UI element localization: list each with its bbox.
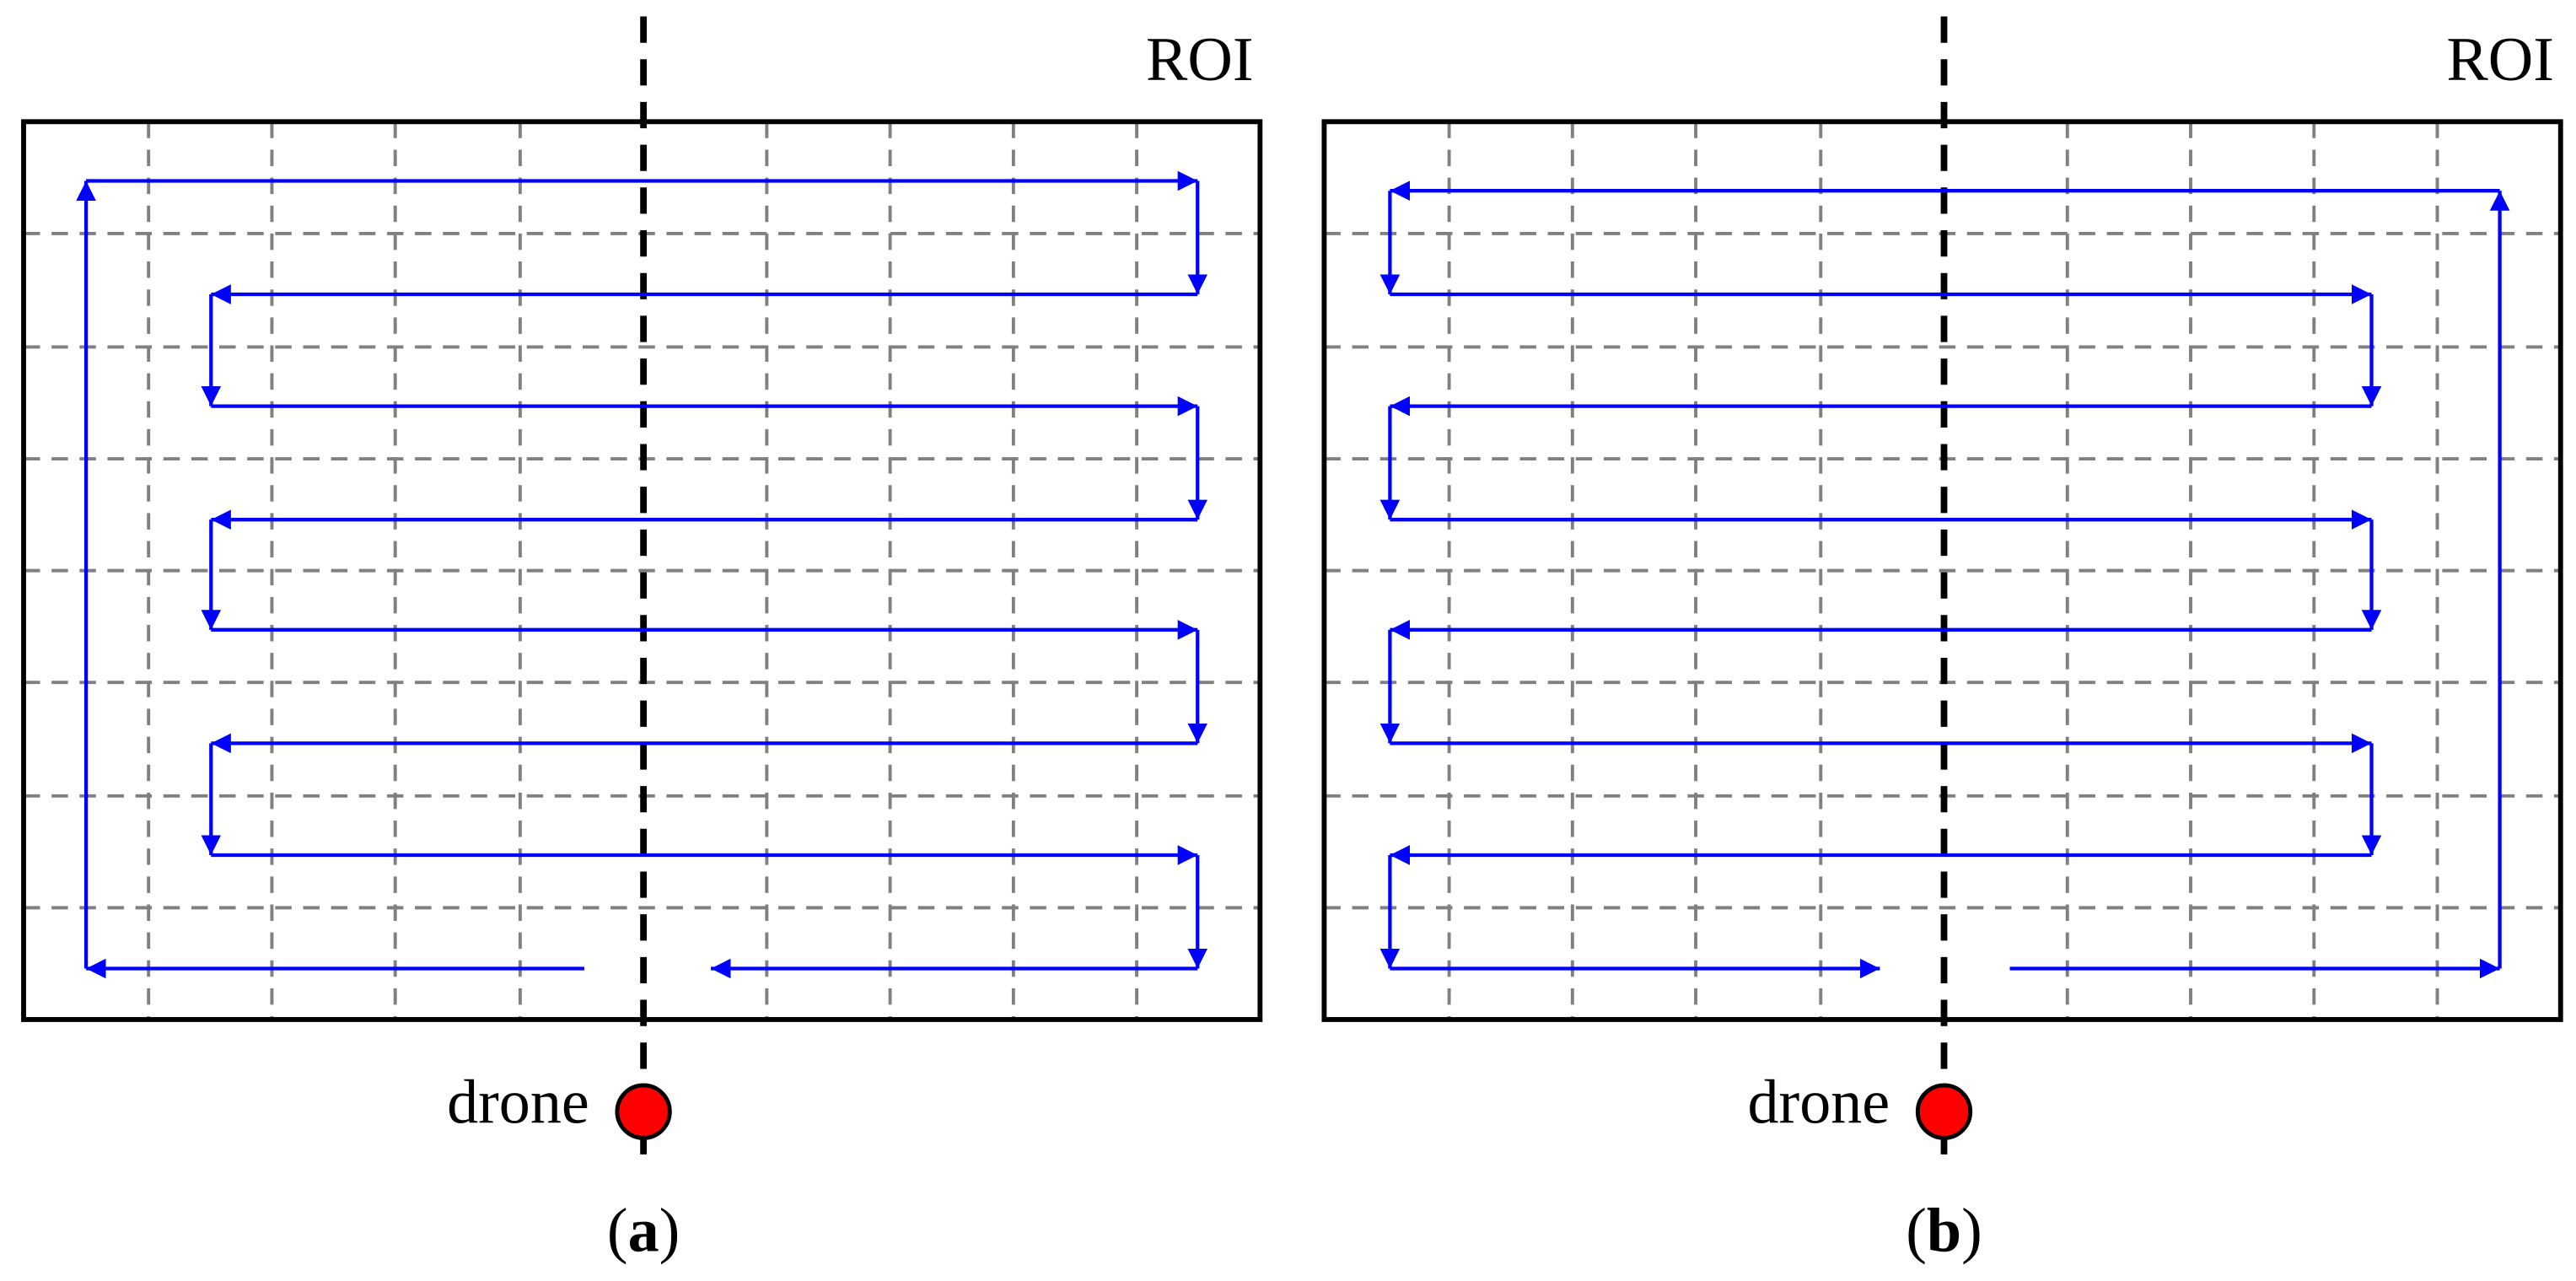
- drone-marker: [1915, 1083, 1973, 1140]
- caption-part: (: [1906, 1196, 1927, 1265]
- drone-marker: [615, 1083, 672, 1140]
- caption-part: a: [628, 1196, 659, 1265]
- caption-part: ): [659, 1196, 680, 1265]
- caption: (b): [1906, 1196, 1982, 1265]
- roi-label: ROI: [1146, 25, 1254, 94]
- panel: drone ROI (a): [21, 16, 1263, 1265]
- drone-label: drone: [1748, 1068, 1890, 1137]
- caption-part: (: [607, 1196, 628, 1265]
- caption-part: ): [1961, 1196, 1982, 1265]
- roi-label: ROI: [2446, 25, 2554, 94]
- caption-part: b: [1927, 1196, 1961, 1265]
- caption: (a): [607, 1196, 680, 1265]
- panel: drone ROI (b): [1321, 16, 2563, 1265]
- drone-label: drone: [447, 1068, 589, 1137]
